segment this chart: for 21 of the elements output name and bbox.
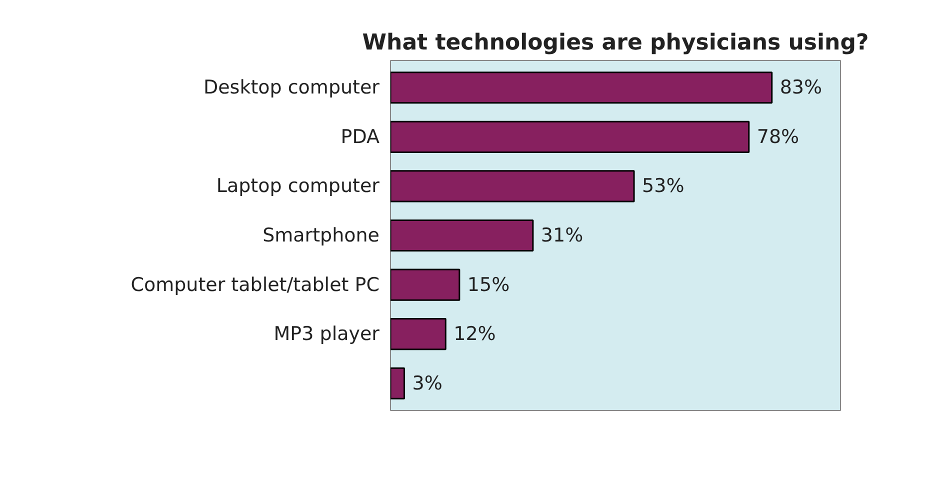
data-label: 83% [780,76,822,99]
bar [390,120,750,153]
y-tick-label: Laptop computer [216,175,380,198]
data-label: 31% [540,224,584,246]
bar [390,72,773,104]
bar [390,318,446,350]
bar [390,219,534,252]
y-tick-label: PDA [340,126,380,148]
data-label: 12% [454,323,496,346]
y-tick-label: Smartphone [262,224,380,246]
data-label: 15% [467,274,510,296]
bar [390,170,635,202]
data-label: 3% [412,372,442,394]
data-label: 53% [642,175,684,198]
chart-title: What technologies are physicians using? [362,30,869,56]
bar [390,268,460,301]
y-tick-label: Computer tablet/tablet PC [130,274,380,296]
bar [390,367,406,400]
y-tick-label: MP3 player [274,323,380,346]
y-tick-label: Desktop computer [203,76,380,99]
data-label: 78% [756,126,800,148]
